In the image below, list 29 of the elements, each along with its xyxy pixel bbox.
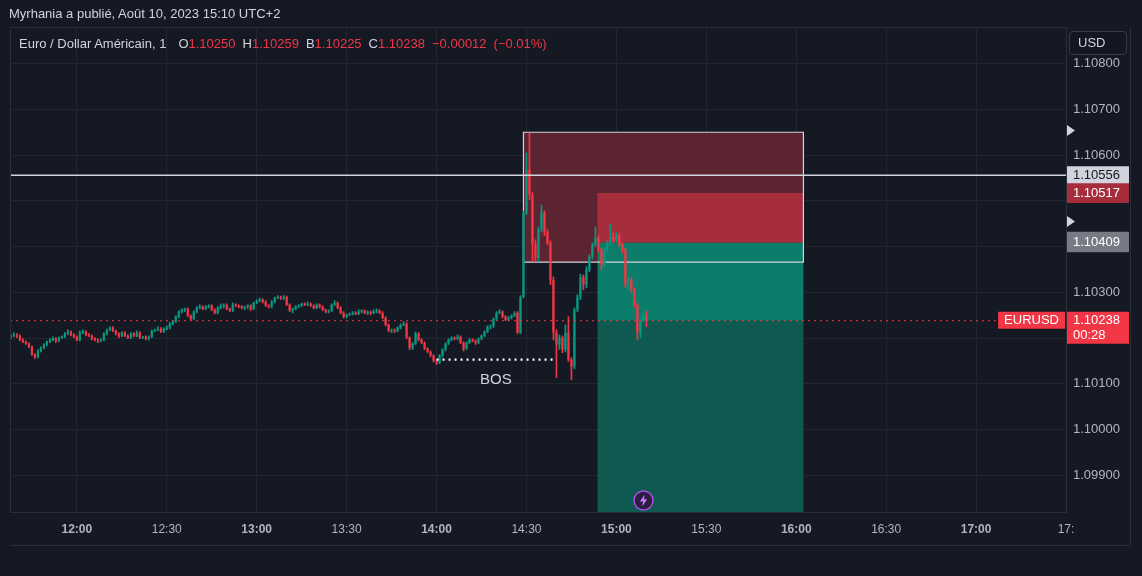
text: Myrhania a publié, Août 10, 2023 15:10 UTC+2	[9, 6, 281, 21]
x-tick-label: 13:30	[331, 521, 362, 536]
x-tick-label: 16:30	[871, 521, 902, 536]
x-tick-label: 12:00	[61, 521, 93, 536]
y-tick-label: 1.10600	[1073, 146, 1120, 162]
x-tick-label: 17:	[1057, 521, 1075, 536]
x-tick-label: 13:00	[241, 521, 273, 536]
text: O1.10250 H1.10259 B1.10225 C1.10238 −0.00012 (−0.01%)	[178, 36, 547, 51]
ref-line-label: 1.10238 00:28	[1073, 312, 1120, 343]
x-tick-label: 14:30	[511, 521, 542, 536]
y-tick-label: 1.10700	[1073, 100, 1120, 116]
x-tick-label: 12:30	[151, 521, 183, 536]
currency-button: USD	[1069, 31, 1127, 55]
y-tick-label: 1.10517	[1073, 184, 1120, 200]
y-tick-label: 1.10000	[1073, 421, 1120, 437]
text: Euro / Dollar Américain, 1	[19, 36, 167, 51]
x-tick-label: 15:30	[691, 521, 722, 536]
x-tick-label: 15:00	[601, 521, 633, 536]
ref-line-label: 1.10556	[1073, 166, 1120, 182]
x-tick-label: 14:00	[421, 521, 453, 536]
x-tick-label: 17:00	[960, 521, 992, 536]
y-tick-label: 1.10409	[1073, 234, 1120, 250]
annotation: BOS	[480, 369, 512, 387]
x-tick-label: 16:00	[780, 521, 812, 536]
y-tick-label: 1.10800	[1073, 55, 1120, 71]
y-tick-label: 1.10300	[1073, 283, 1120, 299]
y-tick-label: 1.09900	[1073, 466, 1120, 482]
y-tick-label: 1.10100	[1073, 375, 1120, 391]
annotation: EURUSD	[1004, 312, 1060, 328]
